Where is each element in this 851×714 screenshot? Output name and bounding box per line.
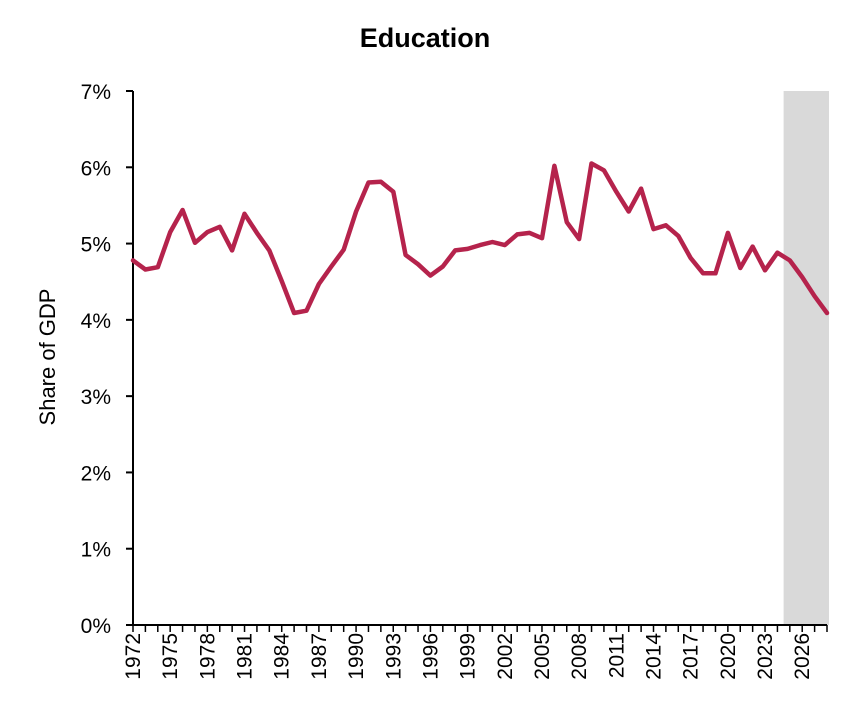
x-tick-label: 1978 bbox=[196, 633, 219, 680]
x-tick-label: 1987 bbox=[308, 633, 331, 680]
x-tick-label: 2008 bbox=[568, 633, 591, 680]
y-tick-label: 3% bbox=[81, 386, 111, 409]
series-line bbox=[130, 161, 830, 316]
x-tick-label: 1975 bbox=[159, 633, 182, 680]
y-tick-label: 2% bbox=[81, 462, 111, 485]
x-tick-label: 2005 bbox=[531, 633, 554, 680]
y-tick-label: 6% bbox=[81, 157, 111, 180]
x-tick-label: 2011 bbox=[605, 633, 628, 678]
chart-title: Education bbox=[360, 23, 491, 53]
x-tick-label: 2020 bbox=[717, 633, 740, 680]
x-tick-label: 1993 bbox=[382, 633, 405, 680]
y-tick-label: 1% bbox=[81, 539, 111, 562]
y-tick-label: 4% bbox=[81, 310, 111, 333]
x-tick-label: 1996 bbox=[419, 633, 442, 680]
y-tick-label: 0% bbox=[81, 615, 111, 638]
x-tick-label: 1984 bbox=[271, 633, 294, 680]
x-tick-label: 2002 bbox=[494, 633, 517, 680]
x-tick-label: 2017 bbox=[680, 633, 703, 680]
x-tick-label: 1981 bbox=[234, 633, 257, 680]
y-tick-label: 7% bbox=[81, 81, 111, 104]
x-tick-label: 2014 bbox=[643, 633, 666, 680]
x-tick-label: 2026 bbox=[791, 633, 814, 680]
x-tick-label: 2023 bbox=[754, 633, 777, 680]
y-axis-title: Share of GDP bbox=[35, 289, 60, 426]
x-tick-label: 1999 bbox=[457, 633, 480, 680]
x-tick-label: 1972 bbox=[122, 633, 145, 680]
x-tick-label: 1990 bbox=[345, 633, 368, 680]
y-tick-label: 5% bbox=[81, 234, 111, 257]
projection-shading bbox=[783, 91, 829, 625]
